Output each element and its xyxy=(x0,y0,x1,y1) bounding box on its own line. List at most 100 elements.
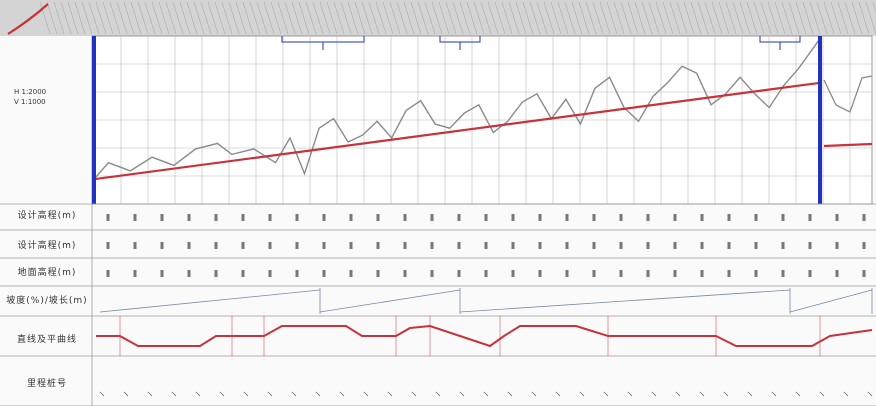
station-tick xyxy=(579,391,585,397)
value-mark xyxy=(835,242,839,249)
hatch-line xyxy=(781,1,793,35)
hatch-line xyxy=(809,1,821,35)
hatch-line xyxy=(284,1,296,35)
station-tick xyxy=(363,391,369,397)
value-mark xyxy=(376,270,380,277)
value-mark xyxy=(673,270,677,277)
station-tick xyxy=(843,391,849,397)
hatch-line xyxy=(683,1,695,35)
value-mark xyxy=(160,270,164,277)
h-scale-label: H 1:2000 xyxy=(14,88,47,96)
hatch-line xyxy=(256,1,268,35)
value-mark xyxy=(457,270,461,277)
hatch-line xyxy=(795,1,807,35)
hatch-line xyxy=(543,1,555,35)
hatch-line xyxy=(347,1,359,35)
value-mark xyxy=(403,242,407,249)
hatch-line xyxy=(424,1,436,35)
hatch-line xyxy=(263,1,275,35)
hatch-line xyxy=(109,1,121,35)
station-tick xyxy=(651,391,657,397)
grade-diagonal xyxy=(459,289,791,313)
hatch-line xyxy=(438,1,450,35)
hatch-line xyxy=(221,1,233,35)
hatch-line xyxy=(46,1,58,35)
hatch-line xyxy=(599,1,611,35)
value-mark xyxy=(133,242,137,249)
hatch-line xyxy=(627,1,639,35)
value-mark xyxy=(430,214,434,221)
value-mark xyxy=(322,214,326,221)
hatch-line xyxy=(480,1,492,35)
hatch-line xyxy=(487,1,499,35)
value-mark xyxy=(214,214,218,221)
hatch-line xyxy=(711,1,723,35)
hatch-line xyxy=(690,1,702,35)
station-tick xyxy=(555,391,561,397)
value-mark xyxy=(538,242,542,249)
hatch-line xyxy=(319,1,331,35)
hatch-line xyxy=(718,1,730,35)
ground-profile-extension xyxy=(823,75,873,113)
hatch-line xyxy=(697,1,709,35)
hatch-line xyxy=(725,1,737,35)
station-tick xyxy=(171,391,177,397)
hatch-line xyxy=(207,1,219,35)
value-mark xyxy=(187,214,191,221)
hatch-line xyxy=(494,1,506,35)
hatch-line xyxy=(277,1,289,35)
value-mark xyxy=(862,214,866,221)
hatch-line xyxy=(151,1,163,35)
station-tick xyxy=(603,391,609,397)
hatch-line xyxy=(452,1,464,35)
value-mark xyxy=(160,242,164,249)
station-tick xyxy=(531,391,537,397)
header-hatch xyxy=(39,1,876,35)
value-mark xyxy=(376,242,380,249)
header-band xyxy=(0,0,876,36)
hatch-line xyxy=(165,1,177,35)
hatch-line xyxy=(368,1,380,35)
data-table xyxy=(0,203,876,406)
hatch-line xyxy=(291,1,303,35)
row-label-station: 里程桩号 xyxy=(26,379,67,389)
value-mark xyxy=(484,270,488,277)
value-mark xyxy=(619,270,623,277)
value-mark xyxy=(241,214,245,221)
value-mark xyxy=(187,242,191,249)
station-tick xyxy=(699,391,705,397)
hatch-line xyxy=(473,1,485,35)
value-mark xyxy=(754,242,758,249)
value-mark xyxy=(403,270,407,277)
hatch-line xyxy=(39,1,51,35)
v-scale-label: V 1:1000 xyxy=(14,98,46,106)
hatch-line xyxy=(501,1,513,35)
value-mark xyxy=(700,270,704,277)
design-grade-line xyxy=(93,81,821,181)
station-tick xyxy=(267,391,273,397)
hatch-line xyxy=(312,1,324,35)
hatch-line xyxy=(431,1,443,35)
value-mark xyxy=(295,270,299,277)
station-tick xyxy=(867,391,873,397)
value-mark xyxy=(592,270,596,277)
hatch-line xyxy=(60,1,72,35)
value-mark xyxy=(430,270,434,277)
value-mark xyxy=(592,214,596,221)
hatch-line xyxy=(172,1,184,35)
hatch-line xyxy=(816,1,828,35)
station-tick xyxy=(507,391,513,397)
value-mark xyxy=(511,214,515,221)
hatch-line xyxy=(753,1,765,35)
hatch-line xyxy=(802,1,814,35)
value-mark xyxy=(619,214,623,221)
hatch-line xyxy=(613,1,625,35)
value-mark xyxy=(268,214,272,221)
value-mark xyxy=(106,270,110,277)
value-mark xyxy=(430,242,434,249)
value-mark xyxy=(862,270,866,277)
value-mark xyxy=(727,270,731,277)
hatch-line xyxy=(116,1,128,35)
corner-mark xyxy=(7,3,49,35)
